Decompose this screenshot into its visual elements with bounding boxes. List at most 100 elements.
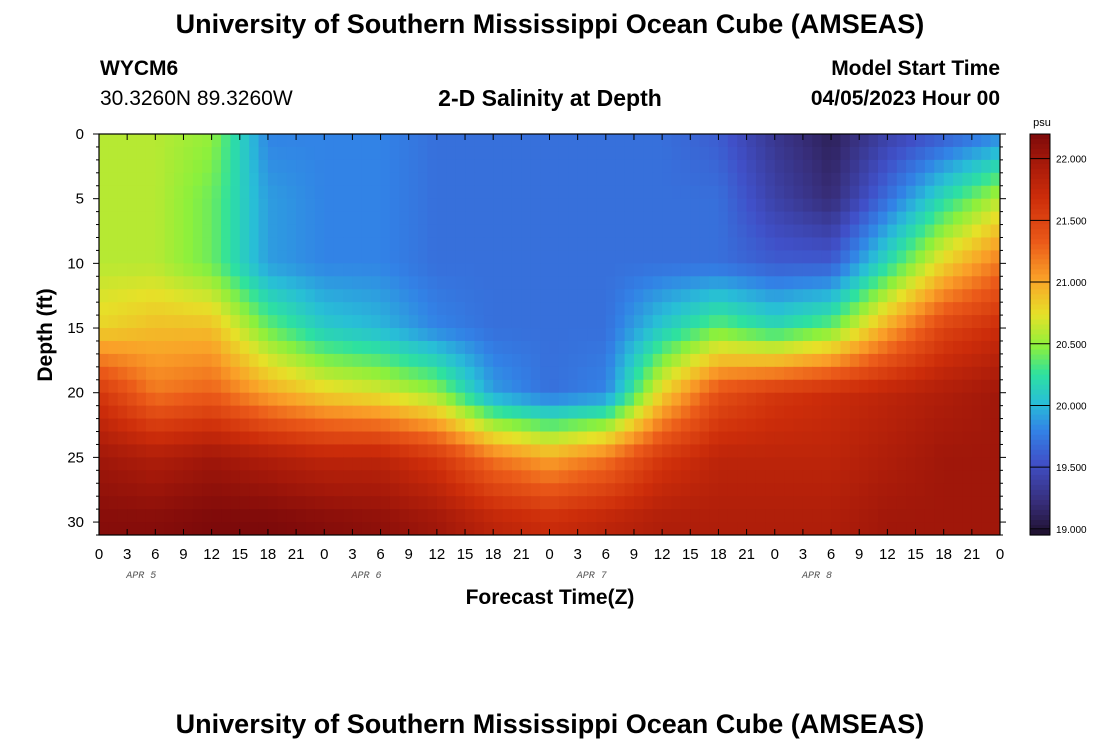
heatmap-cell [680,509,691,523]
heatmap-cell [427,418,438,433]
heatmap-cell [361,328,372,342]
heatmap-cell [108,276,119,290]
heatmap-cell [305,263,316,277]
heatmap-cell [981,379,992,394]
heatmap-cell [277,289,288,303]
heatmap-cell [211,134,222,148]
heatmap-cell [831,198,842,213]
heatmap-cell [549,353,560,368]
heatmap-cell [868,302,879,316]
heatmap-cell [765,134,776,148]
heatmap-cell [981,340,992,355]
heatmap-cell [802,263,813,277]
heatmap-cell [605,418,616,433]
heatmap-cell [699,509,710,523]
heatmap-cell [746,198,757,213]
heatmap-cell [962,250,973,264]
heatmap-cell [202,172,213,187]
heatmap-cell [802,159,813,174]
heatmap-cell [221,146,231,161]
heatmap-cell [690,496,701,510]
heatmap-cell [643,340,654,355]
heatmap-cell [314,224,325,239]
heatmap-cell [239,496,250,510]
heatmap-cell [652,483,663,497]
heatmap-cell [352,250,363,264]
heatmap-cell [483,418,494,433]
heatmap-cell [239,263,250,277]
heatmap-cell [333,457,344,471]
heatmap-cell [962,263,973,277]
heatmap-cell [324,224,335,239]
heatmap-cell [408,418,419,433]
heatmap-cell [859,444,870,458]
heatmap-cell [117,353,128,368]
heatmap-cell [971,418,982,433]
heatmap-cell [718,263,729,277]
heatmap-cell [943,522,954,535]
heatmap-cell [887,509,898,523]
x-tick-label: 18 [710,546,727,563]
heatmap-cell [511,366,522,381]
heatmap-cell [352,276,363,290]
heatmap-cell [784,198,795,213]
heatmap-cell [399,198,410,213]
heatmap-cell [465,289,476,303]
heatmap-cell [399,159,410,174]
heatmap-cell [436,444,447,458]
heatmap-cell [774,302,785,316]
heatmap-cell [465,263,476,277]
heatmap-cell [755,302,766,316]
heatmap-cell [568,366,579,381]
heatmap-cell [549,237,560,252]
heatmap-cell [934,263,945,277]
heatmap-cell [99,237,109,252]
heatmap-cell [530,457,541,471]
heatmap-cell [399,134,410,148]
x-tick-label: 15 [457,546,474,563]
heatmap-cell [183,198,194,213]
heatmap-cell [427,237,438,252]
heatmap-cell [418,392,429,407]
heatmap-cell [699,289,710,303]
colorbar-swatch [1030,249,1050,255]
heatmap-cell [633,431,644,446]
heatmap-cell [652,146,663,161]
heatmap-cell [221,444,231,458]
heatmap-cell [802,185,813,200]
heatmap-cell [568,483,579,497]
heatmap-cell [286,509,297,523]
heatmap-cell [389,392,400,407]
heatmap-cell [680,522,691,535]
heatmap-cell [277,340,288,355]
colorbar-swatch [1030,304,1050,311]
heatmap-cell [530,328,541,342]
heatmap-cell [511,405,522,420]
colorbar-swatch [1030,319,1050,326]
heatmap-cell [521,431,532,446]
heatmap-cell [389,431,400,446]
heatmap-cell [446,276,457,290]
heatmap-cell [286,444,297,458]
heatmap-cell [924,134,935,148]
heatmap-cell [924,328,935,342]
heatmap-cell [633,483,644,497]
heatmap-cell [540,405,551,420]
heatmap-cell [577,289,588,303]
heatmap-cell [164,237,175,252]
heatmap-cell [493,444,504,458]
heatmap-cell [765,198,776,213]
heatmap-cell [446,302,457,316]
heatmap-cell [117,496,128,510]
colorbar-swatch [1030,459,1050,466]
heatmap-cell [136,483,147,497]
heatmap-cell [558,146,569,161]
heatmap-cell [859,276,870,290]
heatmap-cell [221,185,231,200]
heatmap-cell [493,185,504,200]
heatmap-cell [549,328,560,342]
heatmap-cell [192,198,203,213]
heatmap-cell [549,340,560,355]
heatmap-cell [859,405,870,420]
